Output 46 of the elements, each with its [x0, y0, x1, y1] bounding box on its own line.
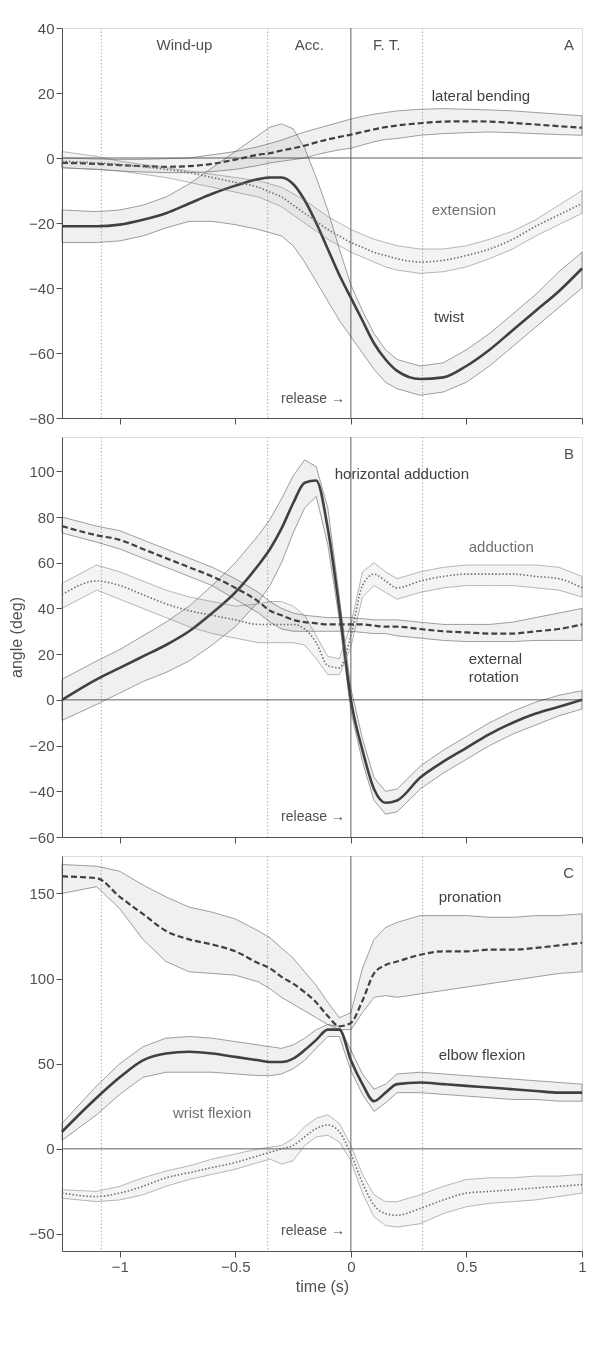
series-label: lateral bending: [431, 87, 531, 105]
y-tick-label: 0: [46, 149, 55, 167]
text: wrist flexion: [171, 1104, 252, 1122]
series-label: adduction: [468, 537, 534, 555]
y-tick-label: 50: [37, 1055, 55, 1073]
y-tick-label: 20: [37, 645, 55, 663]
y-tick-label: 150: [29, 884, 55, 902]
text: C: [563, 864, 575, 881]
x-axis-title: time (s): [295, 1277, 350, 1295]
y-tick-label: −40: [29, 782, 55, 800]
y-tick-label: 40: [37, 599, 55, 617]
y-tick-label: −20: [29, 737, 55, 755]
x-tick-label: 0: [347, 1257, 356, 1275]
annotation: Wind-up: [156, 36, 213, 53]
y-tick-label: 60: [37, 554, 55, 572]
x-tick-label: 1: [578, 1257, 587, 1275]
y-tick-label: 100: [29, 462, 55, 480]
text: twist: [434, 308, 465, 326]
x-tick-label: 0.5: [456, 1257, 478, 1275]
text: A: [563, 36, 574, 53]
y-axis-title: angle (deg): [8, 597, 26, 678]
annotation: Acc.: [294, 36, 324, 53]
y-tick-label: −20: [29, 214, 55, 232]
x-tick-label: −0.5: [221, 1257, 251, 1275]
y-tick-label: 100: [29, 970, 55, 988]
ref-line-label: release →: [281, 808, 345, 824]
x-tick-label: −1: [111, 1257, 129, 1275]
text: pronation: [438, 887, 502, 905]
y-tick-label: 80: [37, 508, 55, 526]
annotation: F. T.: [373, 36, 401, 53]
y-tick-label: −50: [29, 1225, 55, 1243]
series-label: elbow flexion: [438, 1046, 526, 1064]
series-label: horizontal adduction: [334, 464, 469, 482]
y-tick-label: 0: [46, 1140, 55, 1158]
series-label: extension: [431, 201, 496, 218]
y-tick-label: 20: [37, 84, 55, 102]
y-tick-label: −40: [29, 279, 55, 297]
ref-line-label: release →: [281, 389, 345, 406]
series-label: external rotation: [468, 649, 523, 685]
ref-line-label: release →: [281, 1222, 345, 1239]
y-tick-label: −80: [29, 409, 55, 427]
y-tick-label: 40: [37, 19, 55, 37]
y-tick-label: −60: [29, 344, 55, 362]
y-tick-label: 0: [46, 691, 55, 709]
y-tick-label: −60: [29, 828, 55, 846]
text: B: [563, 445, 574, 462]
